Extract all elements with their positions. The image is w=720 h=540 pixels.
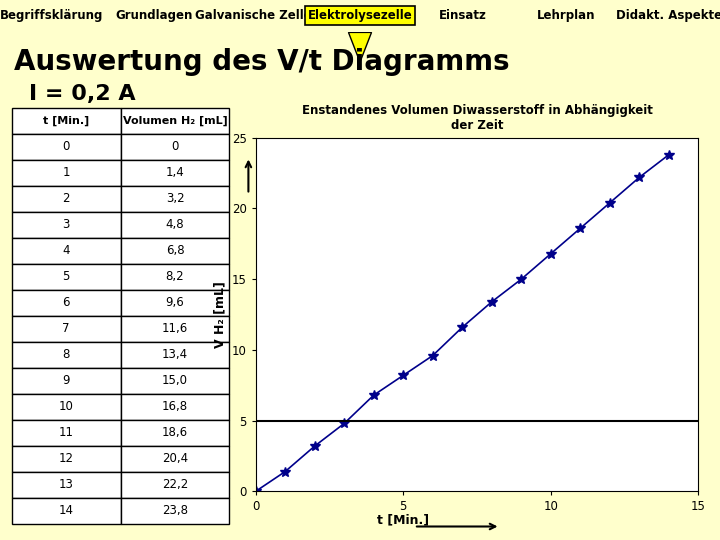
- Text: Auswertung des V/t Diagramms: Auswertung des V/t Diagramms: [14, 49, 510, 76]
- Polygon shape: [348, 32, 372, 62]
- Text: Elektrolysezelle: Elektrolysezelle: [307, 9, 413, 22]
- Text: Begriffsklärung: Begriffsklärung: [0, 9, 103, 22]
- Text: Lehrplan: Lehrplan: [536, 9, 595, 22]
- Text: I = 0,2 A: I = 0,2 A: [29, 84, 135, 105]
- Text: Didakt. Aspekte: Didakt. Aspekte: [616, 9, 720, 22]
- Text: t [Min.]: t [Min.]: [377, 514, 429, 526]
- Y-axis label: V H₂ [mL]: V H₂ [mL]: [213, 281, 226, 348]
- Text: Einsatz: Einsatz: [439, 9, 487, 22]
- Text: Galvanische Zellen: Galvanische Zellen: [194, 9, 320, 22]
- Text: Grundlagen: Grundlagen: [116, 9, 193, 22]
- Title: Enstandenes Volumen Diwasserstoff in Abhängigkeit
der Zeit: Enstandenes Volumen Diwasserstoff in Abh…: [302, 104, 652, 132]
